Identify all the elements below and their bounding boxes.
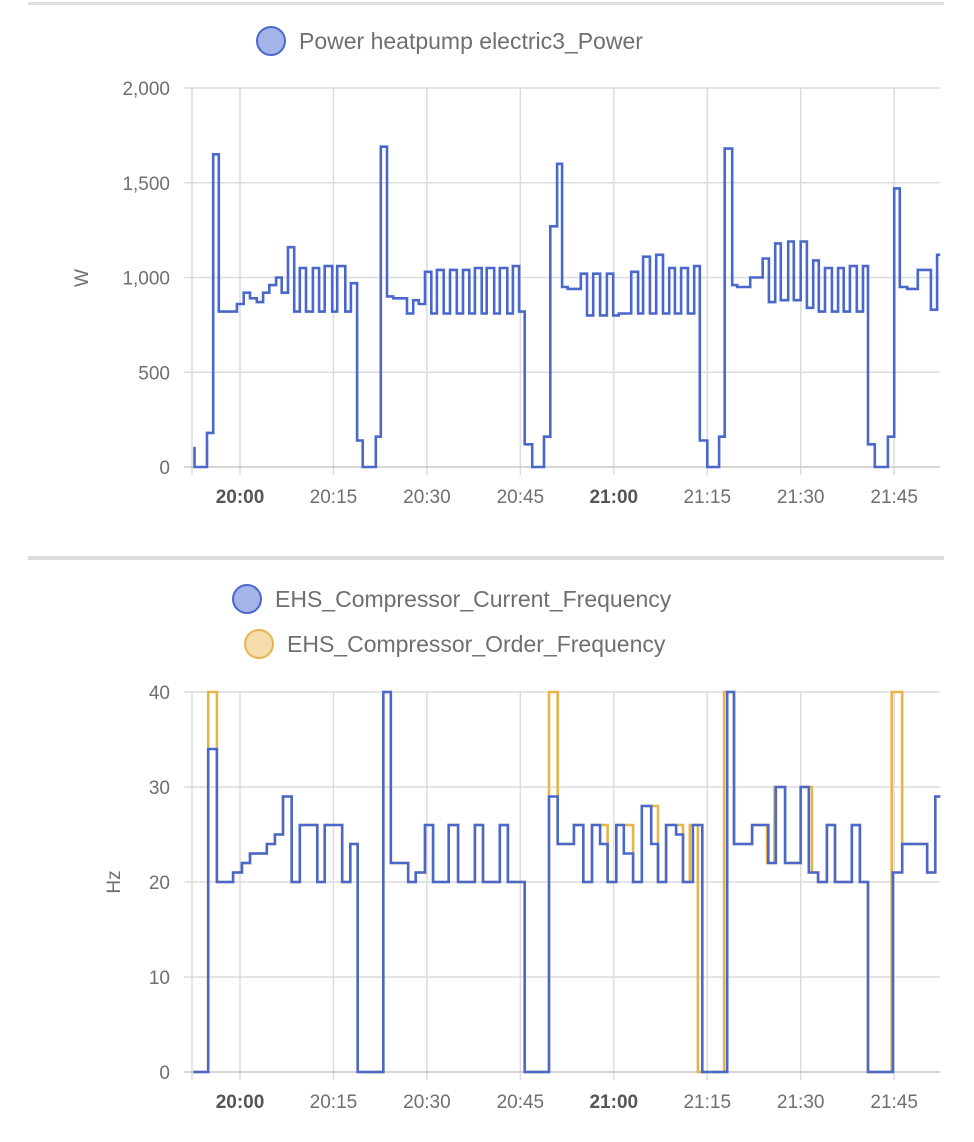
y-tick-label: 10 [149, 968, 170, 989]
card-divider-top [28, 2, 944, 5]
y-tick-label: 20 [149, 873, 170, 894]
x-tick-label: 21:15 [683, 1092, 731, 1113]
legend-swatch-icon [244, 629, 274, 659]
y-tick-label: 0 [159, 1063, 170, 1084]
legend-label: EHS_Compressor_Order_Frequency [287, 631, 666, 657]
x-tick-label: 20:30 [403, 1092, 451, 1113]
x-tick-label: 20:15 [310, 1092, 358, 1113]
y-tick-label: 1,000 [122, 269, 170, 290]
y-tick-label: 30 [149, 778, 170, 799]
y-tick-label: 500 [138, 363, 170, 384]
power-chart: Power heatpump electric3_Power W 0 500 1,0… [72, 26, 941, 508]
y-tick-label: 40 [149, 683, 170, 704]
x-tick-label: 21:15 [683, 487, 731, 508]
x-tick-label: 20:30 [403, 487, 451, 508]
y-tick-label: 1,500 [122, 174, 170, 195]
x-tick-label: 21:00 [589, 1092, 638, 1113]
legend-item-order-frequency[interactable]: EHS_Compressor_Order_Frequency [244, 629, 666, 659]
x-tick-label: 21:30 [777, 487, 825, 508]
legend-swatch-icon [256, 26, 286, 56]
card-divider-middle [28, 556, 944, 560]
x-tick-label: 20:15 [310, 487, 358, 508]
y-axis-title: W [72, 269, 93, 287]
x-tick-label: 21:45 [870, 487, 918, 508]
series-line-power-heatpump-electric3-power [193, 145, 941, 469]
x-tick-label: 20:00 [216, 1092, 265, 1113]
y-tick-label: 2,000 [122, 79, 170, 100]
x-tick-label: 20:45 [497, 487, 545, 508]
grid [184, 691, 940, 1080]
compressor-frequency-chart: EHS_Compressor_Current_Frequency EHS_Com… [104, 584, 941, 1113]
x-tick-label: 21:30 [777, 1092, 825, 1113]
series-line-ehs-compressor-current-frequency [193, 690, 941, 1074]
legend-label: EHS_Compressor_Current_Frequency [275, 586, 672, 612]
x-tick-label: 20:45 [497, 1092, 545, 1113]
y-axis-title: Hz [104, 870, 125, 893]
x-tick-label: 21:45 [870, 1092, 918, 1113]
legend-swatch-icon [232, 584, 262, 614]
legend-item-current-frequency[interactable]: EHS_Compressor_Current_Frequency [232, 584, 672, 614]
x-tick-label: 20:00 [216, 487, 265, 508]
x-tick-label: 21:00 [589, 487, 638, 508]
legend-item-power[interactable]: Power heatpump electric3_Power [256, 26, 643, 56]
legend-label: Power heatpump electric3_Power [299, 28, 643, 54]
y-tick-label: 0 [159, 458, 170, 479]
